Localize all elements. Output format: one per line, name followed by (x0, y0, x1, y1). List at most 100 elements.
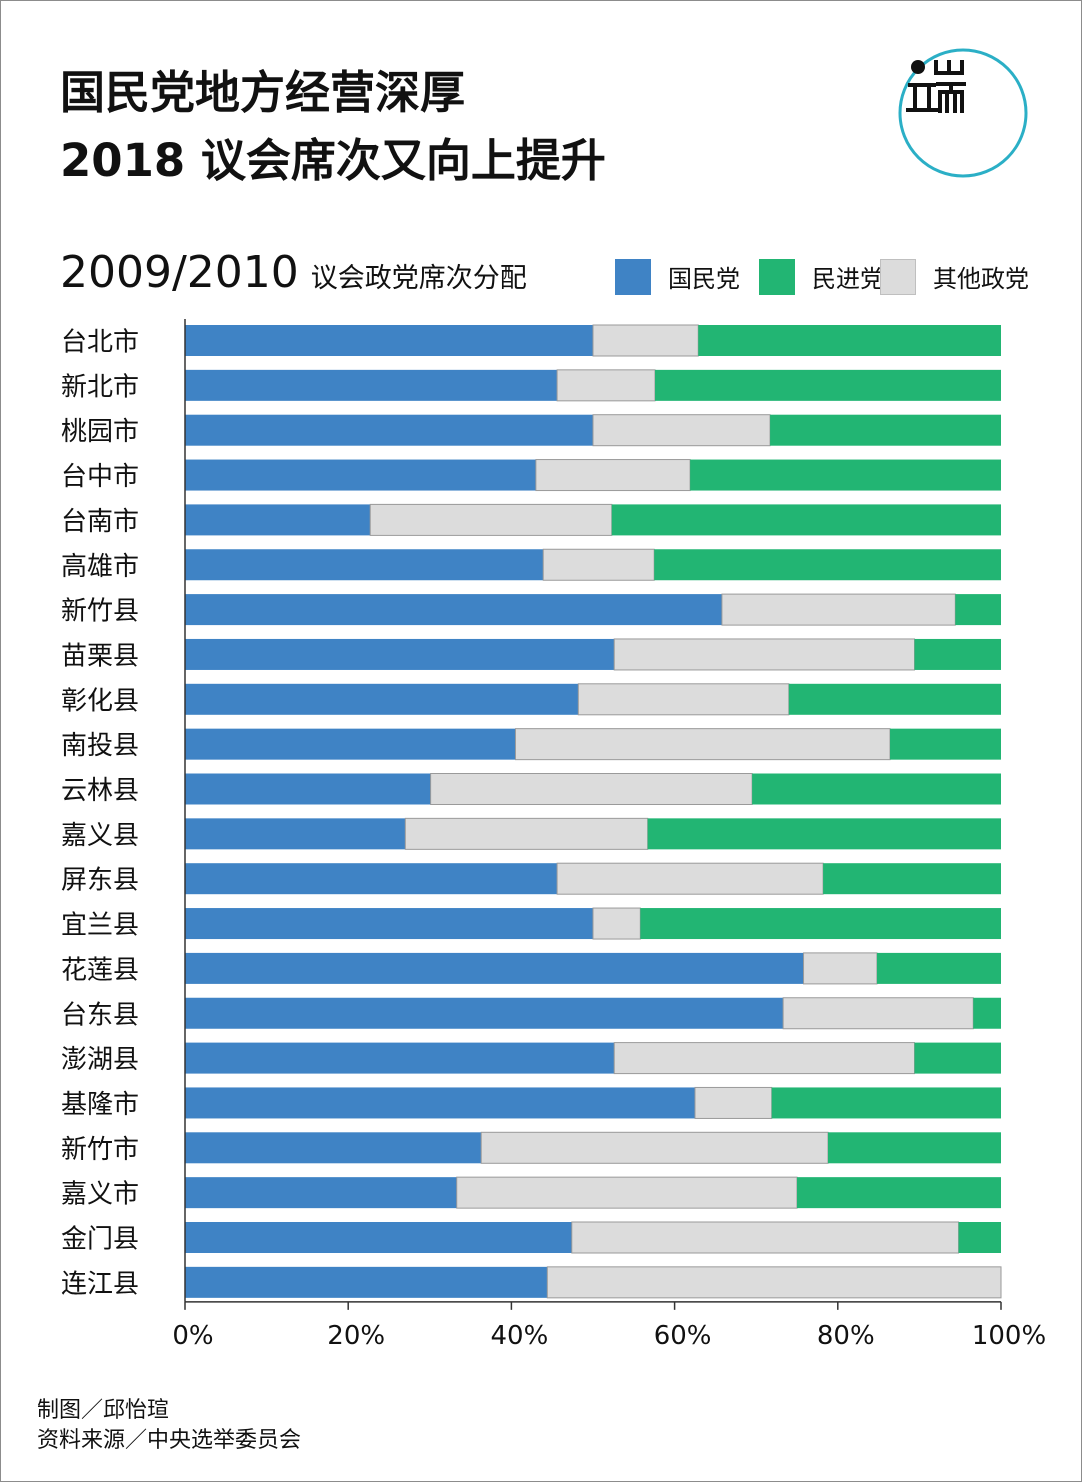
bar-segment-other (803, 952, 878, 985)
bar-segment-kmt (185, 459, 536, 491)
legend-label-dpp: 民进党 (812, 265, 884, 293)
bar-segment-kmt (185, 1177, 457, 1209)
category-label: 嘉义市 (61, 1180, 139, 1210)
bar-segment-other (404, 817, 649, 850)
bar-segment-dpp (973, 997, 1001, 1029)
bar-segment-dpp (955, 594, 1001, 626)
bar-segment-dpp (797, 1177, 1001, 1209)
bar-segment-other (592, 907, 641, 940)
category-label: 金门县 (61, 1225, 139, 1255)
bar-segment-dpp (958, 1222, 1001, 1253)
bar-segment-other (613, 638, 916, 671)
x-tick-label: 40% (491, 1321, 549, 1351)
category-label: 南投县 (61, 731, 139, 761)
category-label: 连江县 (61, 1269, 139, 1299)
category-label: 宜兰县 (61, 911, 139, 941)
category-label: 新北市 (61, 372, 139, 402)
bar-segment-kmt (185, 325, 593, 356)
bar-segment-other (456, 1176, 798, 1209)
bar-segment-other (613, 1042, 916, 1075)
legend-swatch-other (880, 258, 916, 295)
bar-segment-kmt (185, 594, 722, 626)
bar-segment-dpp (788, 683, 1001, 715)
bar-segment-other (535, 459, 691, 492)
bar-segment-other (514, 728, 891, 761)
bar-segment-other (480, 1131, 829, 1164)
category-label: 台南市 (61, 507, 139, 537)
bar-segment-other (369, 503, 613, 536)
category-label: 嘉义县 (61, 821, 139, 851)
title-line-1: 国民党地方经营深厚 (60, 66, 466, 119)
bar-segment-dpp (823, 863, 1001, 895)
bar-segment-kmt (185, 683, 579, 715)
category-label: 台东县 (61, 1000, 139, 1030)
bar-segment-kmt (185, 504, 371, 536)
bar-segment-kmt (185, 818, 406, 850)
bar-segment-kmt (185, 728, 516, 760)
category-label: 澎湖县 (61, 1045, 139, 1075)
bar-segment-kmt (185, 549, 544, 581)
bar-segment-dpp (771, 1087, 1001, 1119)
bar-segment-kmt (185, 1266, 548, 1298)
x-tick-label: 60% (654, 1321, 712, 1351)
category-label: 彰化县 (61, 686, 139, 716)
legend-swatch-kmt (615, 258, 651, 295)
端-logo-icon (898, 48, 1028, 178)
category-label: 新竹县 (61, 597, 139, 627)
x-tick-label: 80% (817, 1321, 875, 1351)
bar-segment-kmt (185, 997, 784, 1029)
legend-swatch-dpp (759, 258, 795, 295)
bar-segment-kmt (185, 1087, 695, 1119)
category-label: 花莲县 (61, 955, 139, 985)
bar-segment-other (430, 773, 753, 805)
x-tick-label: 20% (327, 1321, 385, 1351)
bar-segment-kmt (185, 638, 615, 670)
category-label: 苗栗县 (61, 641, 139, 671)
bar-segment-dpp (640, 908, 1001, 940)
legend-item-dpp: 民进党 (759, 258, 884, 295)
stacked-bar-chart: 台北市新北市桃园市台中市台南市高雄市新竹县苗栗县彰化县南投县云林县嘉义县屏东县宜… (61, 319, 1046, 1351)
bar-segment-kmt (185, 1042, 615, 1074)
x-tick-label: 100% (972, 1321, 1046, 1351)
bar-segment-dpp (647, 818, 1001, 850)
category-label: 云林县 (61, 776, 139, 806)
category-label: 桃园市 (61, 417, 139, 447)
bar-segment-dpp (876, 952, 1001, 984)
subtitle-years: 2009/2010 (60, 247, 299, 298)
bar-segment-kmt (185, 952, 804, 984)
title-line-2: 2018 议会席次又向上提升 (60, 134, 606, 187)
bar-segment-other (577, 683, 790, 716)
bar-segment-dpp (828, 1132, 1001, 1164)
bar-segment-dpp (698, 325, 1001, 356)
bar-segment-kmt (185, 773, 431, 805)
legend-label-other: 其他政党 (933, 265, 1029, 293)
category-label: 台北市 (61, 328, 139, 358)
bar-segment-kmt (185, 1132, 482, 1164)
x-tick-label: 0% (172, 1321, 213, 1351)
bar-segment-other (721, 593, 956, 626)
category-label: 基隆市 (61, 1090, 139, 1120)
bar-segment-other (592, 414, 771, 447)
bar-segment-other (556, 369, 656, 402)
bar-segment-other (592, 324, 699, 357)
bar-segment-dpp (611, 504, 1001, 536)
bar-segment-kmt (185, 414, 593, 446)
bar-segment-other (546, 1266, 1002, 1299)
bar-segment-other (571, 1221, 960, 1254)
bar-segment-dpp (752, 773, 1001, 805)
bar-segment-dpp (654, 549, 1001, 581)
bar-segment-dpp (914, 1042, 1001, 1074)
legend-item-kmt: 国民党 (615, 258, 740, 295)
bar-segment-dpp (690, 459, 1001, 491)
bar-segment-other (694, 1086, 773, 1119)
footer-source: 资料来源／中央选举委员会 (37, 1428, 302, 1453)
category-label: 屏东县 (61, 866, 139, 896)
bar-segment-other (782, 997, 974, 1030)
legend-item-other: 其他政党 (880, 258, 1029, 295)
category-label: 高雄市 (61, 552, 139, 582)
bar-segment-other (556, 862, 824, 895)
bar-segment-kmt (185, 863, 558, 895)
bar-segment-dpp (655, 369, 1001, 401)
bar-segment-dpp (770, 414, 1001, 446)
bar-segment-kmt (185, 1222, 572, 1253)
